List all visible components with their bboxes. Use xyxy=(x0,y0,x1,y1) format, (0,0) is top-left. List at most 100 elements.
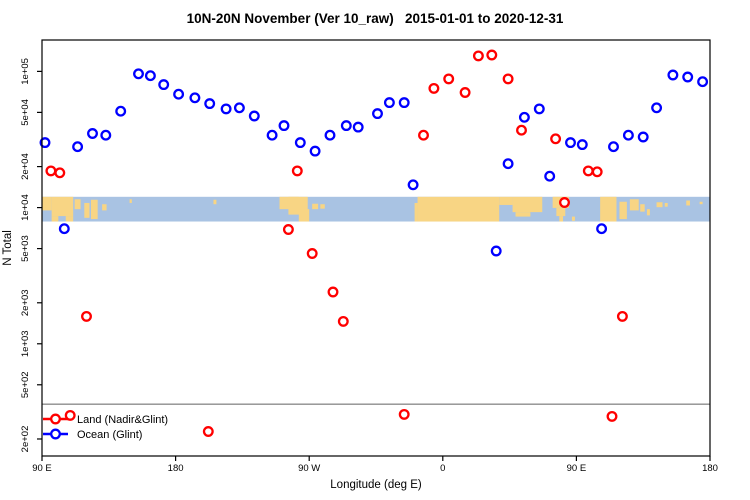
ocean-point xyxy=(266,129,278,141)
land-point xyxy=(443,73,455,85)
map-land-patch xyxy=(512,196,543,213)
ocean-point xyxy=(622,129,634,141)
land-point xyxy=(606,410,618,422)
chart-title: 10N-20N November (Ver 10_raw) 2015-01-01… xyxy=(186,11,564,26)
world-map-strip xyxy=(42,196,710,222)
legend-ocean-label: Ocean (Glint) xyxy=(77,429,142,441)
land-point xyxy=(291,165,303,177)
x-tick-label: 180 xyxy=(702,463,718,474)
map-land-patch xyxy=(699,201,703,205)
ocean-point xyxy=(204,98,216,110)
land-point xyxy=(398,408,410,420)
map-land-patch xyxy=(600,196,617,222)
y-axis-title: N Total xyxy=(2,230,14,266)
map-land-patch xyxy=(51,216,59,222)
ocean-point xyxy=(100,129,112,141)
land-point xyxy=(559,197,570,208)
map-land-patch xyxy=(559,216,564,222)
y-tick-label: 2e+02 xyxy=(20,426,31,453)
land-point xyxy=(282,224,294,235)
ocean-point xyxy=(58,223,70,235)
land-point xyxy=(337,315,349,327)
ocean-point xyxy=(490,245,502,257)
ocean-point xyxy=(667,69,679,81)
land-point xyxy=(591,166,603,178)
map-land-patch xyxy=(42,196,52,211)
map-land-patch xyxy=(298,209,310,222)
x-axis-title: Longitude (deg E) xyxy=(330,479,422,491)
ocean-point xyxy=(324,129,336,141)
ocean-point xyxy=(637,131,649,143)
land-point xyxy=(616,310,628,322)
ocean-point xyxy=(576,139,588,151)
ocean-point xyxy=(248,110,260,122)
map-land-patch xyxy=(515,212,531,217)
ocean-point xyxy=(340,120,352,132)
map-land-patch xyxy=(629,199,639,211)
map-land-patch xyxy=(417,196,500,222)
y-tick-label: 1e+05 xyxy=(20,58,31,85)
ocean-point xyxy=(682,71,694,83)
ocean-point xyxy=(87,128,98,139)
ocean-point xyxy=(133,68,144,80)
ocean-point xyxy=(502,158,514,170)
land-point xyxy=(486,49,498,61)
map-land-patch xyxy=(129,199,132,203)
legend-land-label: Land (Nadir&Glint) xyxy=(77,414,168,426)
plot-border xyxy=(41,39,711,457)
ocean-point xyxy=(565,137,576,149)
ocean-point xyxy=(697,76,709,88)
ocean-point xyxy=(596,223,608,235)
ocean-points xyxy=(39,68,709,257)
map-land-patch xyxy=(686,200,690,206)
legend-ocean-marker-icon xyxy=(50,428,61,440)
map-land-patch xyxy=(65,216,74,222)
map-land-patch xyxy=(499,196,513,205)
map-land-patch xyxy=(84,202,90,218)
x-tick-label: 90 W xyxy=(298,463,320,474)
map-land-patch xyxy=(90,199,98,220)
y-tick-label: 2e+03 xyxy=(20,289,31,316)
land-point xyxy=(64,409,76,421)
x-axis-ticks: 90 E 180 90 W 0 90 E 180 xyxy=(32,456,718,474)
land-point xyxy=(54,167,66,179)
ocean-point xyxy=(309,145,321,157)
y-tick-label: 5e+03 xyxy=(20,235,31,262)
map-land-patch xyxy=(213,199,217,205)
legend-land-marker-icon xyxy=(50,413,61,425)
map-land-patch xyxy=(320,204,325,209)
map-land-patch xyxy=(74,199,81,210)
ocean-point xyxy=(233,102,245,114)
y-tick-label: 1e+04 xyxy=(20,194,31,221)
ocean-point xyxy=(383,97,395,109)
land-point xyxy=(550,133,562,145)
ocean-point xyxy=(158,79,170,91)
map-land-patch xyxy=(556,207,566,217)
map-land-patch xyxy=(646,209,650,216)
land-points xyxy=(45,49,628,437)
y-axis-ticks: 1e+05 5e+04 2e+04 1e+04 5e+03 2e+03 1e+03 5e+02… xyxy=(20,58,42,452)
ocean-point xyxy=(407,179,419,191)
land-point xyxy=(306,248,318,259)
ocean-point xyxy=(173,88,185,100)
land-point xyxy=(202,426,214,437)
x-tick-label: 0 xyxy=(440,463,445,474)
map-land-patch xyxy=(640,204,645,212)
map-land-patch xyxy=(102,204,107,211)
ocean-point xyxy=(278,120,290,132)
ocean-point xyxy=(115,105,127,117)
ocean-point xyxy=(544,170,556,182)
map-land-patch xyxy=(414,202,418,222)
ocean-point xyxy=(294,137,306,149)
ocean-point xyxy=(72,141,84,153)
map-ocean xyxy=(42,196,710,222)
y-tick-label: 1e+03 xyxy=(20,330,31,357)
ocean-point xyxy=(533,103,545,115)
x-tick-label: 90 E xyxy=(32,463,52,474)
land-point xyxy=(582,165,594,177)
map-land-patch xyxy=(571,216,575,221)
land-point xyxy=(45,165,57,177)
y-tick-label: 5e+02 xyxy=(20,371,31,398)
ocean-point xyxy=(608,141,619,153)
